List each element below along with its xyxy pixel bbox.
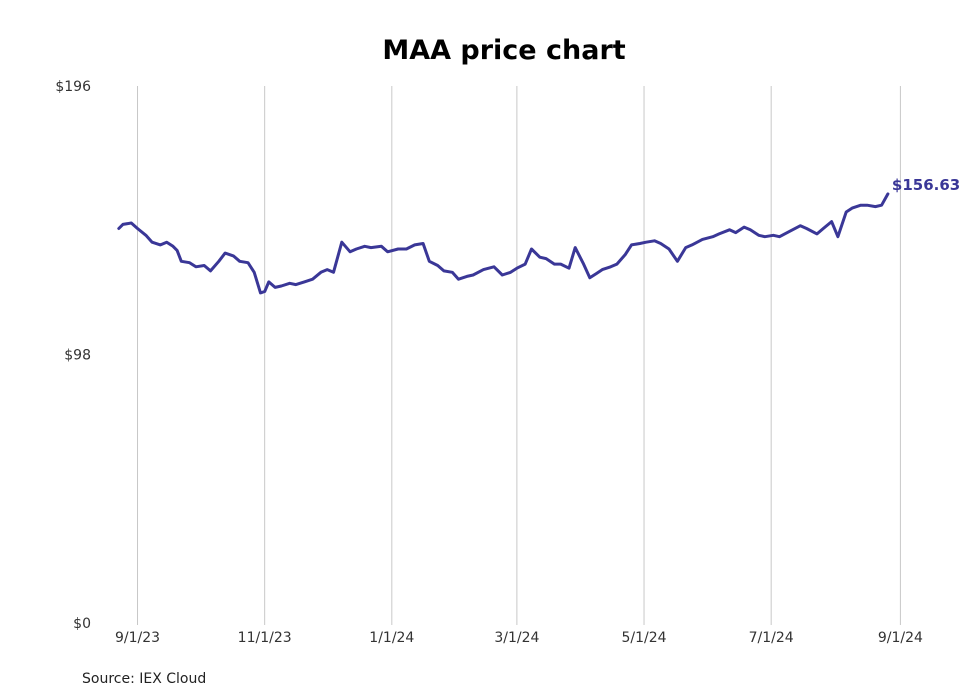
y-tick-label: $0	[73, 616, 91, 632]
x-tick-label: 5/1/24	[621, 630, 666, 646]
x-tick-label: 9/1/23	[115, 630, 160, 646]
x-tick-label: 9/1/24	[878, 630, 923, 646]
y-tick-label: $98	[64, 348, 91, 364]
x-tick-label: 11/1/23	[238, 630, 292, 646]
source-note: Source: IEX Cloud	[82, 671, 206, 687]
x-axis-ticks: 9/1/23 11/1/23 1/1/24 3/1/24 5/1/24 7/1/24 9/1…	[115, 630, 923, 646]
y-tick-label: $196	[55, 79, 91, 95]
x-tick-label: 3/1/24	[494, 630, 539, 646]
last-price-label: $156.63	[892, 176, 960, 194]
x-tick-label: 1/1/24	[369, 630, 414, 646]
x-tick-label: 7/1/24	[749, 630, 794, 646]
series-line-maa	[117, 192, 890, 295]
gridlines	[137, 86, 901, 625]
y-axis-ticks: $0 $98 $196	[55, 79, 91, 632]
chart-title: MAA price chart	[382, 35, 625, 66]
